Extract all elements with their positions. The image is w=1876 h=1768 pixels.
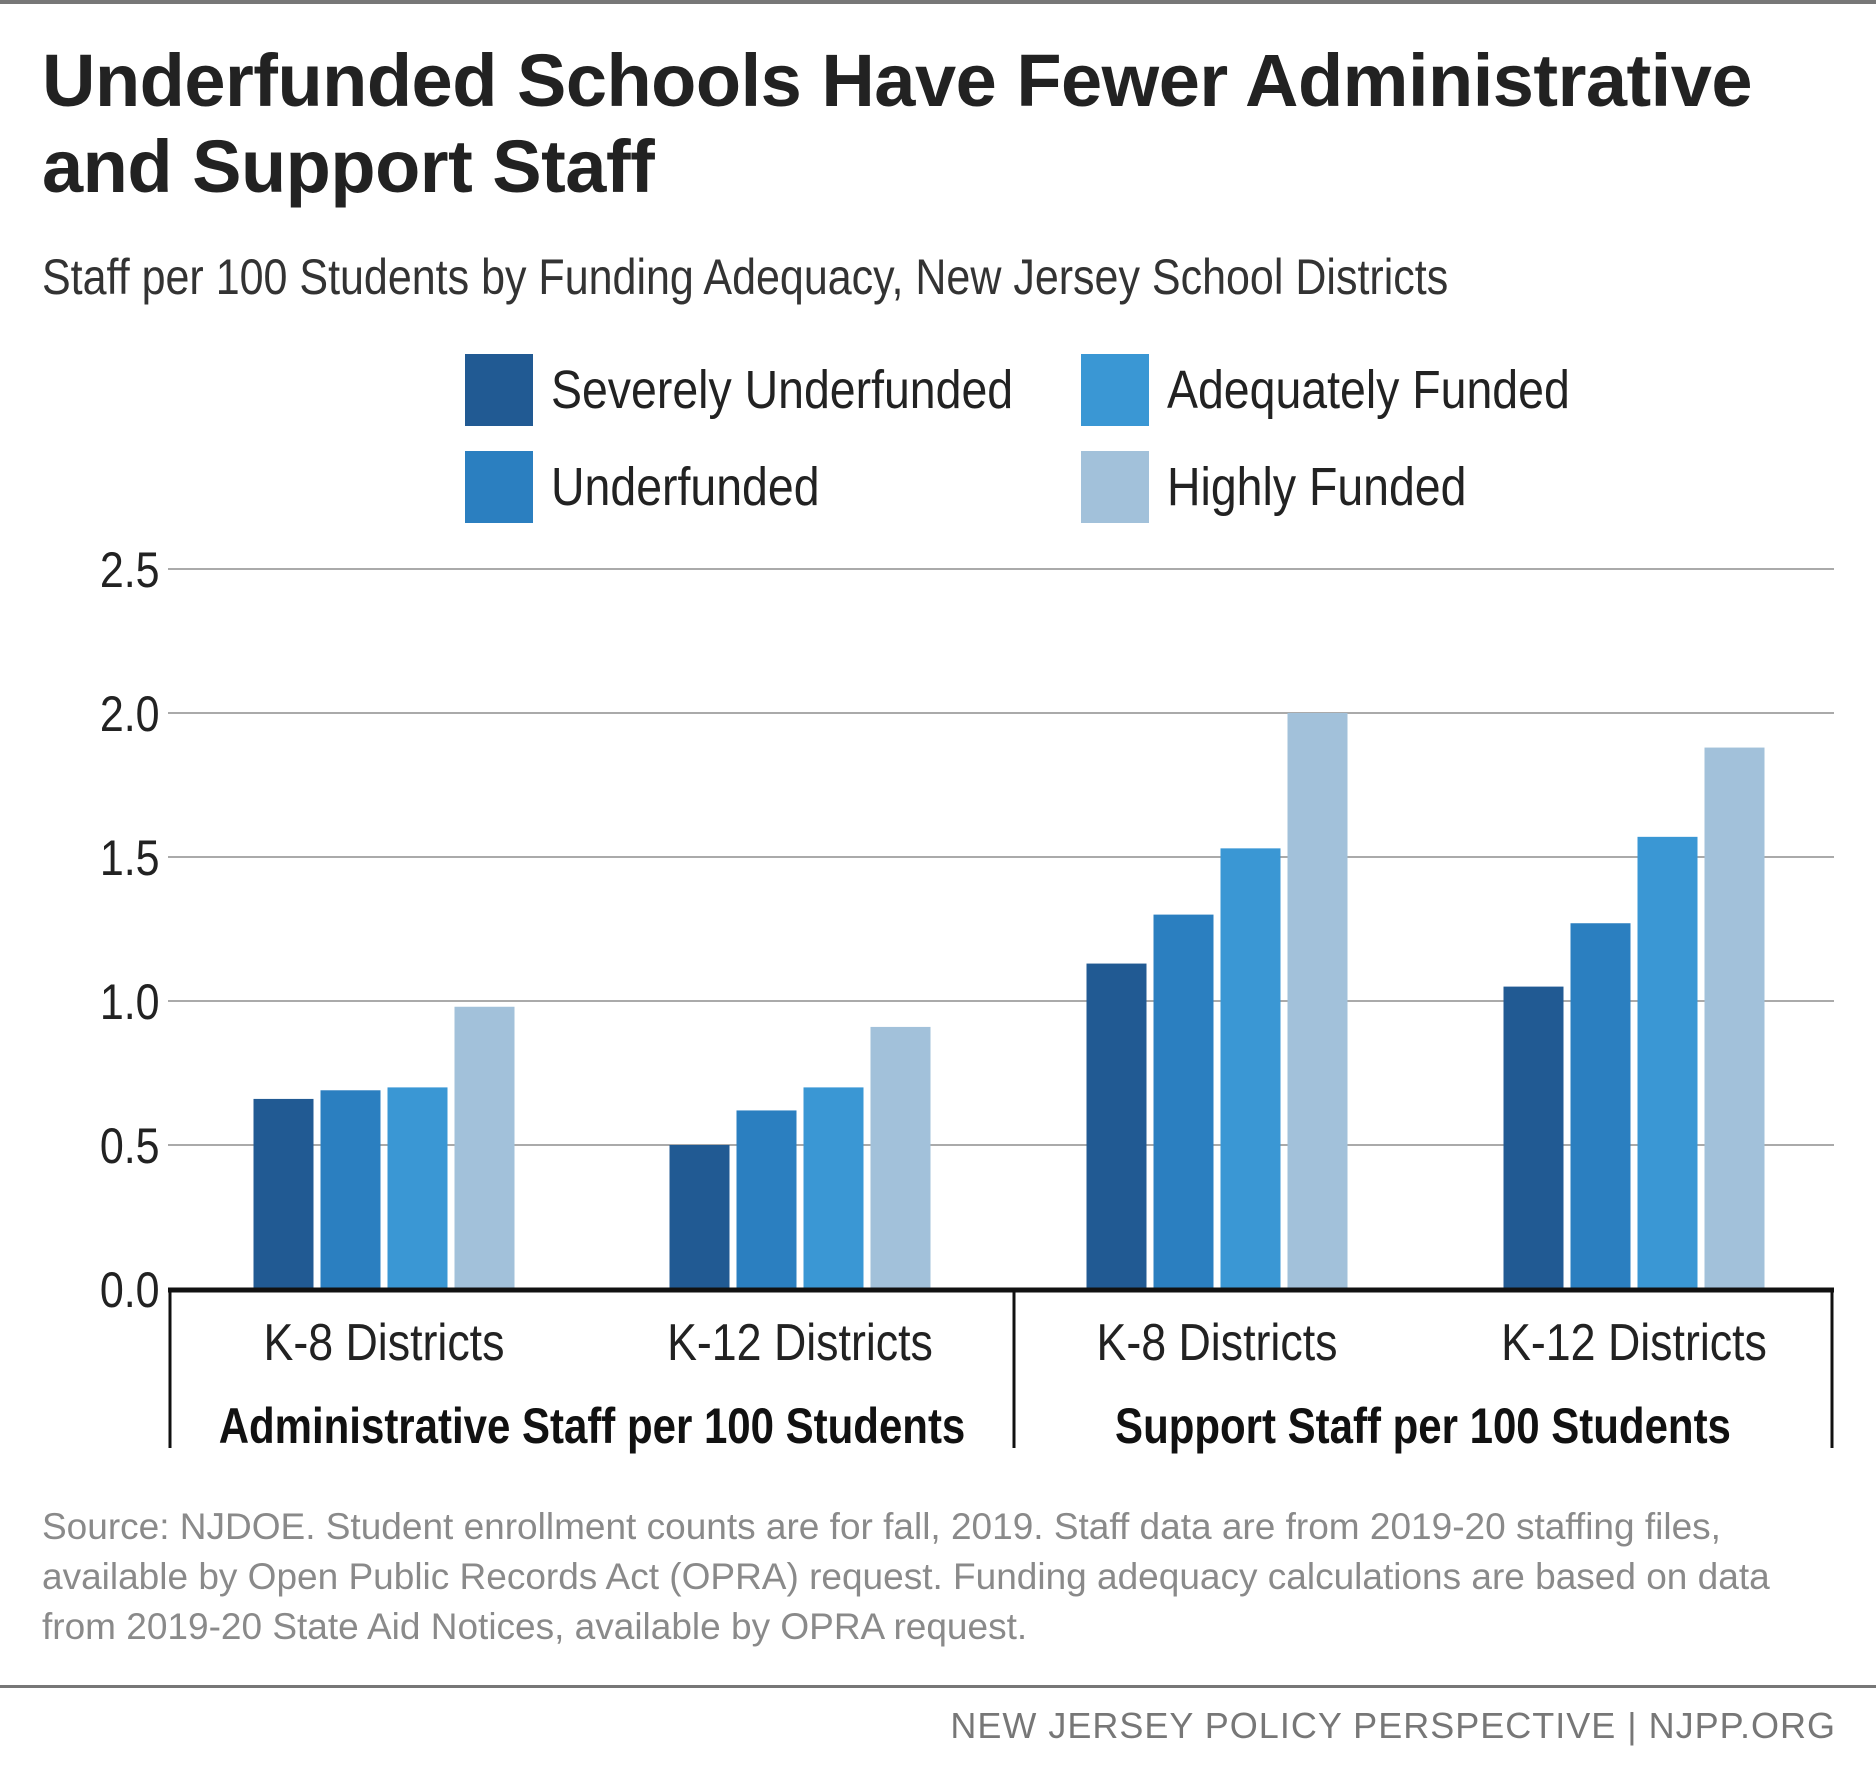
y-tick-label: 2.0	[100, 686, 160, 742]
legend-item-highly-funded: Highly Funded	[1081, 451, 1515, 523]
legend-swatch	[1081, 451, 1149, 523]
legend-label: Adequately Funded	[1167, 360, 1570, 420]
bar-severely-underfunded	[1503, 986, 1564, 1289]
source-note: Source: NJDOE. Student enrollment counts…	[42, 1506, 1770, 1647]
bar-underfunded	[1570, 923, 1631, 1289]
bar-severely-underfunded	[1086, 963, 1147, 1289]
bar-underfunded	[736, 1110, 797, 1289]
bar-highly-funded	[1704, 747, 1765, 1289]
bar-highly-funded	[454, 1006, 515, 1289]
bar-severely-underfunded	[253, 1098, 314, 1289]
top-rule	[0, 0, 1876, 4]
y-tick-label: 0.0	[100, 1262, 160, 1318]
y-tick-label: 0.5	[100, 1118, 160, 1174]
bar-highly-funded	[1287, 713, 1348, 1289]
legend-item-adequately-funded: Adequately Funded	[1081, 354, 1635, 426]
chart-title: Underfunded Schools Have Fewer Administr…	[42, 39, 1753, 208]
bar-highly-funded	[870, 1026, 931, 1289]
x-category-label: K-8 Districts	[264, 1314, 505, 1372]
legend-swatch	[465, 451, 533, 523]
y-tick-label: 1.5	[100, 830, 160, 886]
bar-adequately-funded	[803, 1087, 864, 1289]
legend-swatch	[1081, 354, 1149, 426]
legend-label: Severely Underfunded	[551, 360, 1014, 420]
legend-label: Underfunded	[551, 457, 820, 517]
bottom-rule	[0, 1685, 1876, 1688]
group-label: Administrative Staff per 100 Students	[219, 1398, 966, 1454]
legend-item-underfunded: Underfunded	[465, 451, 863, 523]
legend-item-severely-underfunded: Severely Underfunded	[465, 354, 1088, 426]
legend-label: Highly Funded	[1167, 457, 1467, 517]
legend-swatch	[465, 354, 533, 426]
x-category-label: K-12 Districts	[667, 1314, 933, 1372]
y-tick-label: 2.5	[100, 542, 160, 598]
bar-severely-underfunded	[669, 1145, 730, 1289]
bar-adequately-funded	[1220, 848, 1281, 1289]
footer-credit: NEW JERSEY POLICY PERSPECTIVE | NJPP.ORG	[950, 1705, 1836, 1746]
chart-subtitle: Staff per 100 Students by Funding Adequa…	[42, 249, 1449, 305]
bar-underfunded	[320, 1090, 381, 1289]
x-category-label: K-12 Districts	[1501, 1314, 1767, 1372]
y-tick-label: 1.0	[100, 974, 160, 1030]
group-label: Support Staff per 100 Students	[1115, 1398, 1731, 1454]
bar-adequately-funded	[1637, 836, 1698, 1289]
bar-adequately-funded	[387, 1087, 448, 1289]
bar-underfunded	[1153, 914, 1214, 1289]
x-category-label: K-8 Districts	[1097, 1314, 1338, 1372]
